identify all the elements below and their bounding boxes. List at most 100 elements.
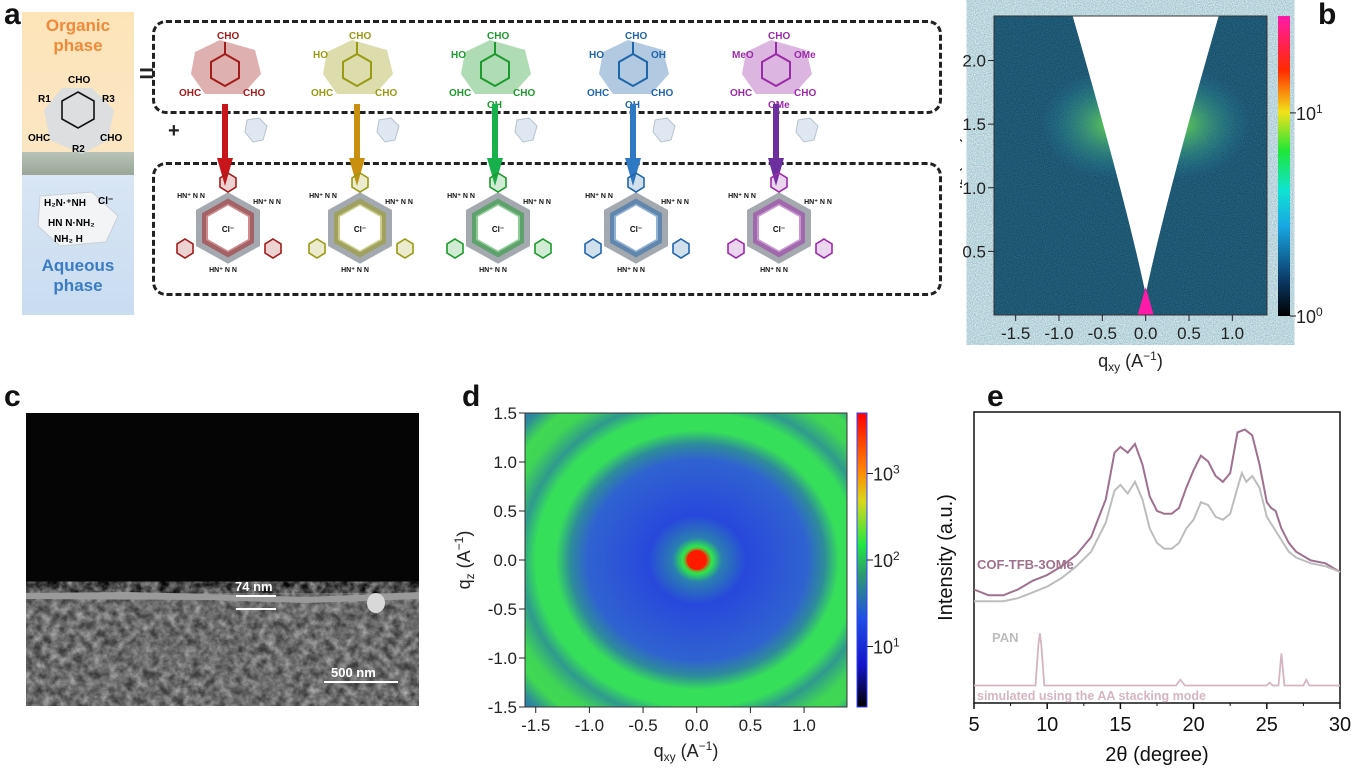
bottom-substituent-label: OMe <box>768 100 790 111</box>
cof-structure-tfb-3oh: HN⁺ N N HN⁺ N N HN⁺ N N Cl⁻ <box>584 172 690 274</box>
scale-bar-label: 500 nm <box>331 665 376 680</box>
amine-monomer-icon <box>244 117 268 143</box>
y-tick-label: 0.5 <box>962 242 986 261</box>
heatmap-d-plot <box>524 412 848 708</box>
equals-sign: = <box>139 58 155 88</box>
amine-monomer-icon <box>514 117 538 143</box>
panel-label-b: b <box>1318 0 1337 31</box>
y-tick-label: 0.0 <box>493 551 517 570</box>
ohc-label: OHC <box>311 88 333 99</box>
guanidinium-node: HN⁺ N N <box>309 193 337 200</box>
monomer-shadow-icon <box>191 40 261 94</box>
xrd-chart-e: COF-TFB-3OMe PAN simulated using the AA st… <box>935 411 1351 766</box>
r3-label: R3 <box>102 94 115 105</box>
colorbar-tick-label: 101 <box>873 636 900 658</box>
pore-highlight <box>202 198 254 258</box>
guanidinium-node: HN⁺ N N <box>728 193 756 200</box>
cho-label-right: CHO <box>794 88 816 99</box>
beam-center-spot <box>686 550 707 570</box>
benzene-ring-icon <box>342 52 372 88</box>
ohc-label: OHC <box>449 88 471 99</box>
y-tick-label: -1.0 <box>488 649 517 668</box>
aqueous-phase-label: Aqueous phase <box>41 256 115 295</box>
cof-structure-tfb: HN⁺ N N HN⁺ N N HN⁺ N N Cl⁻ <box>176 172 282 274</box>
cho-label-right: CHO <box>100 133 122 144</box>
guanidinium-node: HN⁺ N N <box>253 199 281 206</box>
guanidinium-node: HN⁺ N N <box>661 199 689 206</box>
cho-label-right: CHO <box>513 88 535 99</box>
benzene-ring-icon <box>61 91 95 129</box>
benzene-ring-icon <box>480 52 510 88</box>
plus-sign: + <box>168 120 180 142</box>
right-substituent-label: OH <box>651 50 666 61</box>
pore-highlight <box>472 198 524 258</box>
series-label-pan: PAN <box>992 630 1018 645</box>
y-tick-label: 1.5 <box>962 115 986 134</box>
reaction-arrow-5 <box>768 104 819 186</box>
panel-label-e: e <box>987 380 1004 413</box>
left-substituent-label: HO <box>313 50 328 61</box>
x-tick-label: -0.5 <box>1088 324 1117 343</box>
pore-chloride-label: Cl⁻ <box>222 225 234 234</box>
arrow-head-icon <box>625 158 641 186</box>
benzene-ring-icon <box>210 52 240 88</box>
arrow-shaft <box>630 104 636 160</box>
aldehyde-monomer-tfb-3ome: CHO OHC CHO MeO OMe OMe <box>730 31 816 111</box>
cho-label-top: CHO <box>625 31 647 42</box>
specular-beam <box>1137 287 1154 315</box>
guanidinium-node: HN⁺ N N <box>523 199 551 206</box>
pore-highlight <box>753 198 805 258</box>
series-line-cof-tfb-3ome <box>973 428 1341 597</box>
arrow-head-icon <box>768 158 784 186</box>
cof-structure-tfb-3ome: HN⁺ N N HN⁺ N N HN⁺ N N Cl⁻ <box>727 172 833 274</box>
left-substituent-label: HO <box>451 50 466 61</box>
reaction-arrow-2 <box>349 104 400 186</box>
heatmap-b-axes: -1.5 -1.0 -0.5 0.0 0.5 1.0 0.5 1.0 1.5 2.0 qxy (A−… <box>960 16 1323 374</box>
amine-monomer-icon <box>652 117 676 143</box>
particle <box>367 593 385 613</box>
cho-label-top: CHO <box>349 31 371 42</box>
x-tick-label: 30 <box>1329 714 1351 736</box>
x-tick-label: 5 <box>968 714 979 736</box>
x-axis-title: qxy (A−1) <box>654 739 719 764</box>
arrow-head-icon <box>487 158 503 186</box>
guanidinium-node: HN⁺ N N <box>385 199 413 206</box>
x-tick-label: 15 <box>1109 714 1131 736</box>
aryl-node-icon <box>176 238 194 259</box>
missing-wedge <box>1072 16 1219 290</box>
left-substituent-label: HO <box>589 50 604 61</box>
pore-chloride-label: Cl⁻ <box>773 225 785 234</box>
interface-layer <box>22 152 134 176</box>
monomer-shadow-icon <box>742 40 812 94</box>
x-tick-label: 0.5 <box>1177 324 1201 343</box>
sem-cross-section: 74 nm 500 nm <box>26 413 419 706</box>
y-axis-title: qz (A−1) <box>960 136 965 195</box>
ohc-label: OHC <box>179 88 201 99</box>
x-tick-label: -1.0 <box>575 716 604 735</box>
cho-label-top: CHO <box>487 31 509 42</box>
monomer-shadow-icon <box>461 40 531 94</box>
colorbar-tick-label: 103 <box>873 462 900 484</box>
x-tick-label: -1.5 <box>1001 324 1030 343</box>
y-tick-label: 1.5 <box>493 404 517 423</box>
guanidinium-node: HN⁺ N N <box>760 267 788 274</box>
y-tick-label: -0.5 <box>488 600 517 619</box>
guanidinium-node: HN⁺ N N <box>617 267 645 274</box>
aryl-node-icon <box>219 172 237 193</box>
panel-label-c: c <box>4 380 21 413</box>
heatmap-b-plot <box>993 15 1268 316</box>
pore-chloride-label: Cl⁻ <box>630 225 642 234</box>
porous-texture <box>26 593 419 706</box>
ohc-label: OHC <box>730 88 752 99</box>
aryl-node-icon <box>396 238 414 259</box>
x-tick-label: 20 <box>1182 714 1204 736</box>
aryl-node-icon <box>351 172 369 193</box>
guanidinium-node: HN⁺ N N <box>585 193 613 200</box>
aldehyde-monomer-tfb-oh: CHO OHC CHO HO <box>311 31 397 99</box>
heatmap-d-axes: -1.5 -1.0 -0.5 0.0 0.5 1.0 -1.5 -1.0 -0.5 0.0 0.5 1… <box>452 404 900 764</box>
cho-label-top: CHO <box>217 31 239 42</box>
panel-label-d: d <box>462 380 481 413</box>
series-line-pan <box>974 470 1341 603</box>
svg-text:NH₂ H: NH₂ H <box>54 234 83 245</box>
colorbar <box>1278 16 1290 316</box>
